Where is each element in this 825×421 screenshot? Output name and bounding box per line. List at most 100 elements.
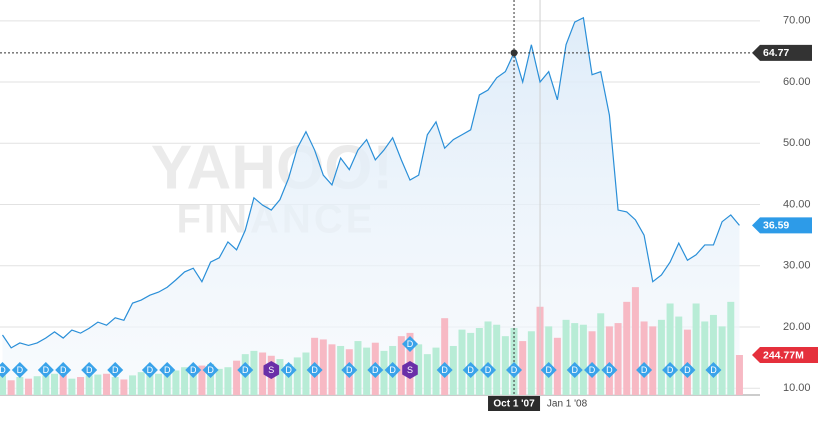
- volume-bar: [172, 370, 180, 395]
- event-label: D: [372, 365, 379, 375]
- volume-bar: [163, 368, 171, 395]
- dividend-marker: [159, 362, 176, 378]
- dividend-marker: [636, 362, 653, 378]
- current-volume: 244.77M: [763, 349, 804, 361]
- volume-bar: [337, 345, 345, 395]
- event-label: D: [467, 365, 474, 375]
- volume-bar: [129, 375, 137, 395]
- volume-bar: [605, 326, 613, 395]
- event-label: D: [86, 365, 93, 375]
- event-label: D: [389, 365, 396, 375]
- price-line: [2, 16, 740, 349]
- volume-bar: [571, 323, 579, 395]
- dividend-marker: [0, 362, 11, 378]
- event-label: D: [0, 365, 6, 375]
- dividend-marker: [436, 362, 453, 378]
- dividend-marker: [506, 362, 523, 378]
- volume-bar: [16, 377, 24, 395]
- volume-bar: [59, 372, 67, 395]
- y-tick-label: 40.00: [783, 198, 811, 210]
- dividend-marker: [584, 362, 601, 378]
- volume-bar: [363, 347, 371, 395]
- volume-bar: [623, 301, 631, 395]
- event-label: D: [311, 365, 318, 375]
- volume-bar: [302, 352, 310, 395]
- event-label: D: [511, 365, 518, 375]
- event-label: D: [346, 365, 353, 375]
- event-label: D: [710, 365, 717, 375]
- volume-bar: [553, 337, 561, 395]
- dividend-marker: [401, 336, 418, 352]
- event-label: S: [407, 365, 413, 375]
- volume-bar: [285, 363, 293, 395]
- event-label: D: [207, 365, 214, 375]
- volume-bar: [666, 303, 674, 395]
- event-label: D: [60, 365, 67, 375]
- event-label: D: [667, 365, 674, 375]
- dividend-marker: [107, 362, 124, 378]
- event-label: D: [17, 365, 24, 375]
- volume-bar: [33, 376, 41, 395]
- event-label: D: [441, 365, 448, 375]
- volume-bar: [354, 341, 362, 395]
- volume-bar: [259, 352, 267, 395]
- dividend-marker: [480, 362, 497, 378]
- volume-bar: [155, 373, 163, 395]
- volume-bar: [111, 377, 119, 395]
- volume-bar: [0, 375, 6, 395]
- volume-bar: [701, 321, 709, 395]
- volume-bar: [458, 329, 466, 395]
- dividend-marker: [540, 362, 557, 378]
- event-label: S: [268, 365, 274, 375]
- volume-bar: [207, 363, 215, 395]
- volume-bar: [727, 301, 735, 395]
- volume-bar: [293, 357, 301, 395]
- volume-bar: [449, 345, 457, 395]
- event-label: D: [164, 365, 171, 375]
- x-tick-label: Jan 1 '08: [547, 399, 588, 410]
- event-label: D: [190, 365, 197, 375]
- volume-bar: [42, 375, 50, 395]
- volume-bar: [432, 347, 440, 395]
- volume-bar: [631, 287, 639, 395]
- volume-bar: [441, 318, 449, 395]
- event-label: D: [485, 365, 492, 375]
- volume-bar: [319, 339, 327, 395]
- dividend-marker: [662, 362, 679, 378]
- event-label: D: [589, 365, 596, 375]
- volume-bar: [328, 344, 336, 395]
- dividend-marker: [566, 362, 583, 378]
- current-price-box: [752, 217, 812, 234]
- x-tick-label: Oct 1 '07: [493, 399, 535, 410]
- dividend-marker: [37, 362, 54, 378]
- volume-bar: [692, 303, 700, 395]
- dividend-marker: [185, 362, 202, 378]
- volume-bar: [614, 323, 622, 395]
- event-label: D: [112, 365, 119, 375]
- volume-bar: [640, 321, 648, 395]
- volume-bar: [527, 331, 535, 395]
- x-label-box: [488, 396, 541, 411]
- volume-bar: [25, 378, 33, 395]
- dividend-marker: [705, 362, 722, 378]
- volume-bar: [519, 341, 527, 395]
- price-area: [2, 17, 740, 395]
- volume-bar: [181, 367, 189, 395]
- dividend-marker: [280, 362, 297, 378]
- event-label: D: [285, 365, 292, 375]
- volume-bar: [120, 379, 128, 395]
- dividend-marker: [55, 362, 72, 378]
- event-label: D: [571, 365, 578, 375]
- event-label: D: [684, 365, 691, 375]
- volume-bar: [380, 350, 388, 395]
- dividend-marker: [11, 362, 28, 378]
- dividend-marker: [141, 362, 158, 378]
- dividend-marker: [679, 362, 696, 378]
- dividend-marker: [384, 362, 401, 378]
- crosshair-value-box: [752, 44, 812, 61]
- dividend-marker: [367, 362, 384, 378]
- volume-bar: [493, 324, 501, 395]
- dividend-marker: [237, 362, 254, 378]
